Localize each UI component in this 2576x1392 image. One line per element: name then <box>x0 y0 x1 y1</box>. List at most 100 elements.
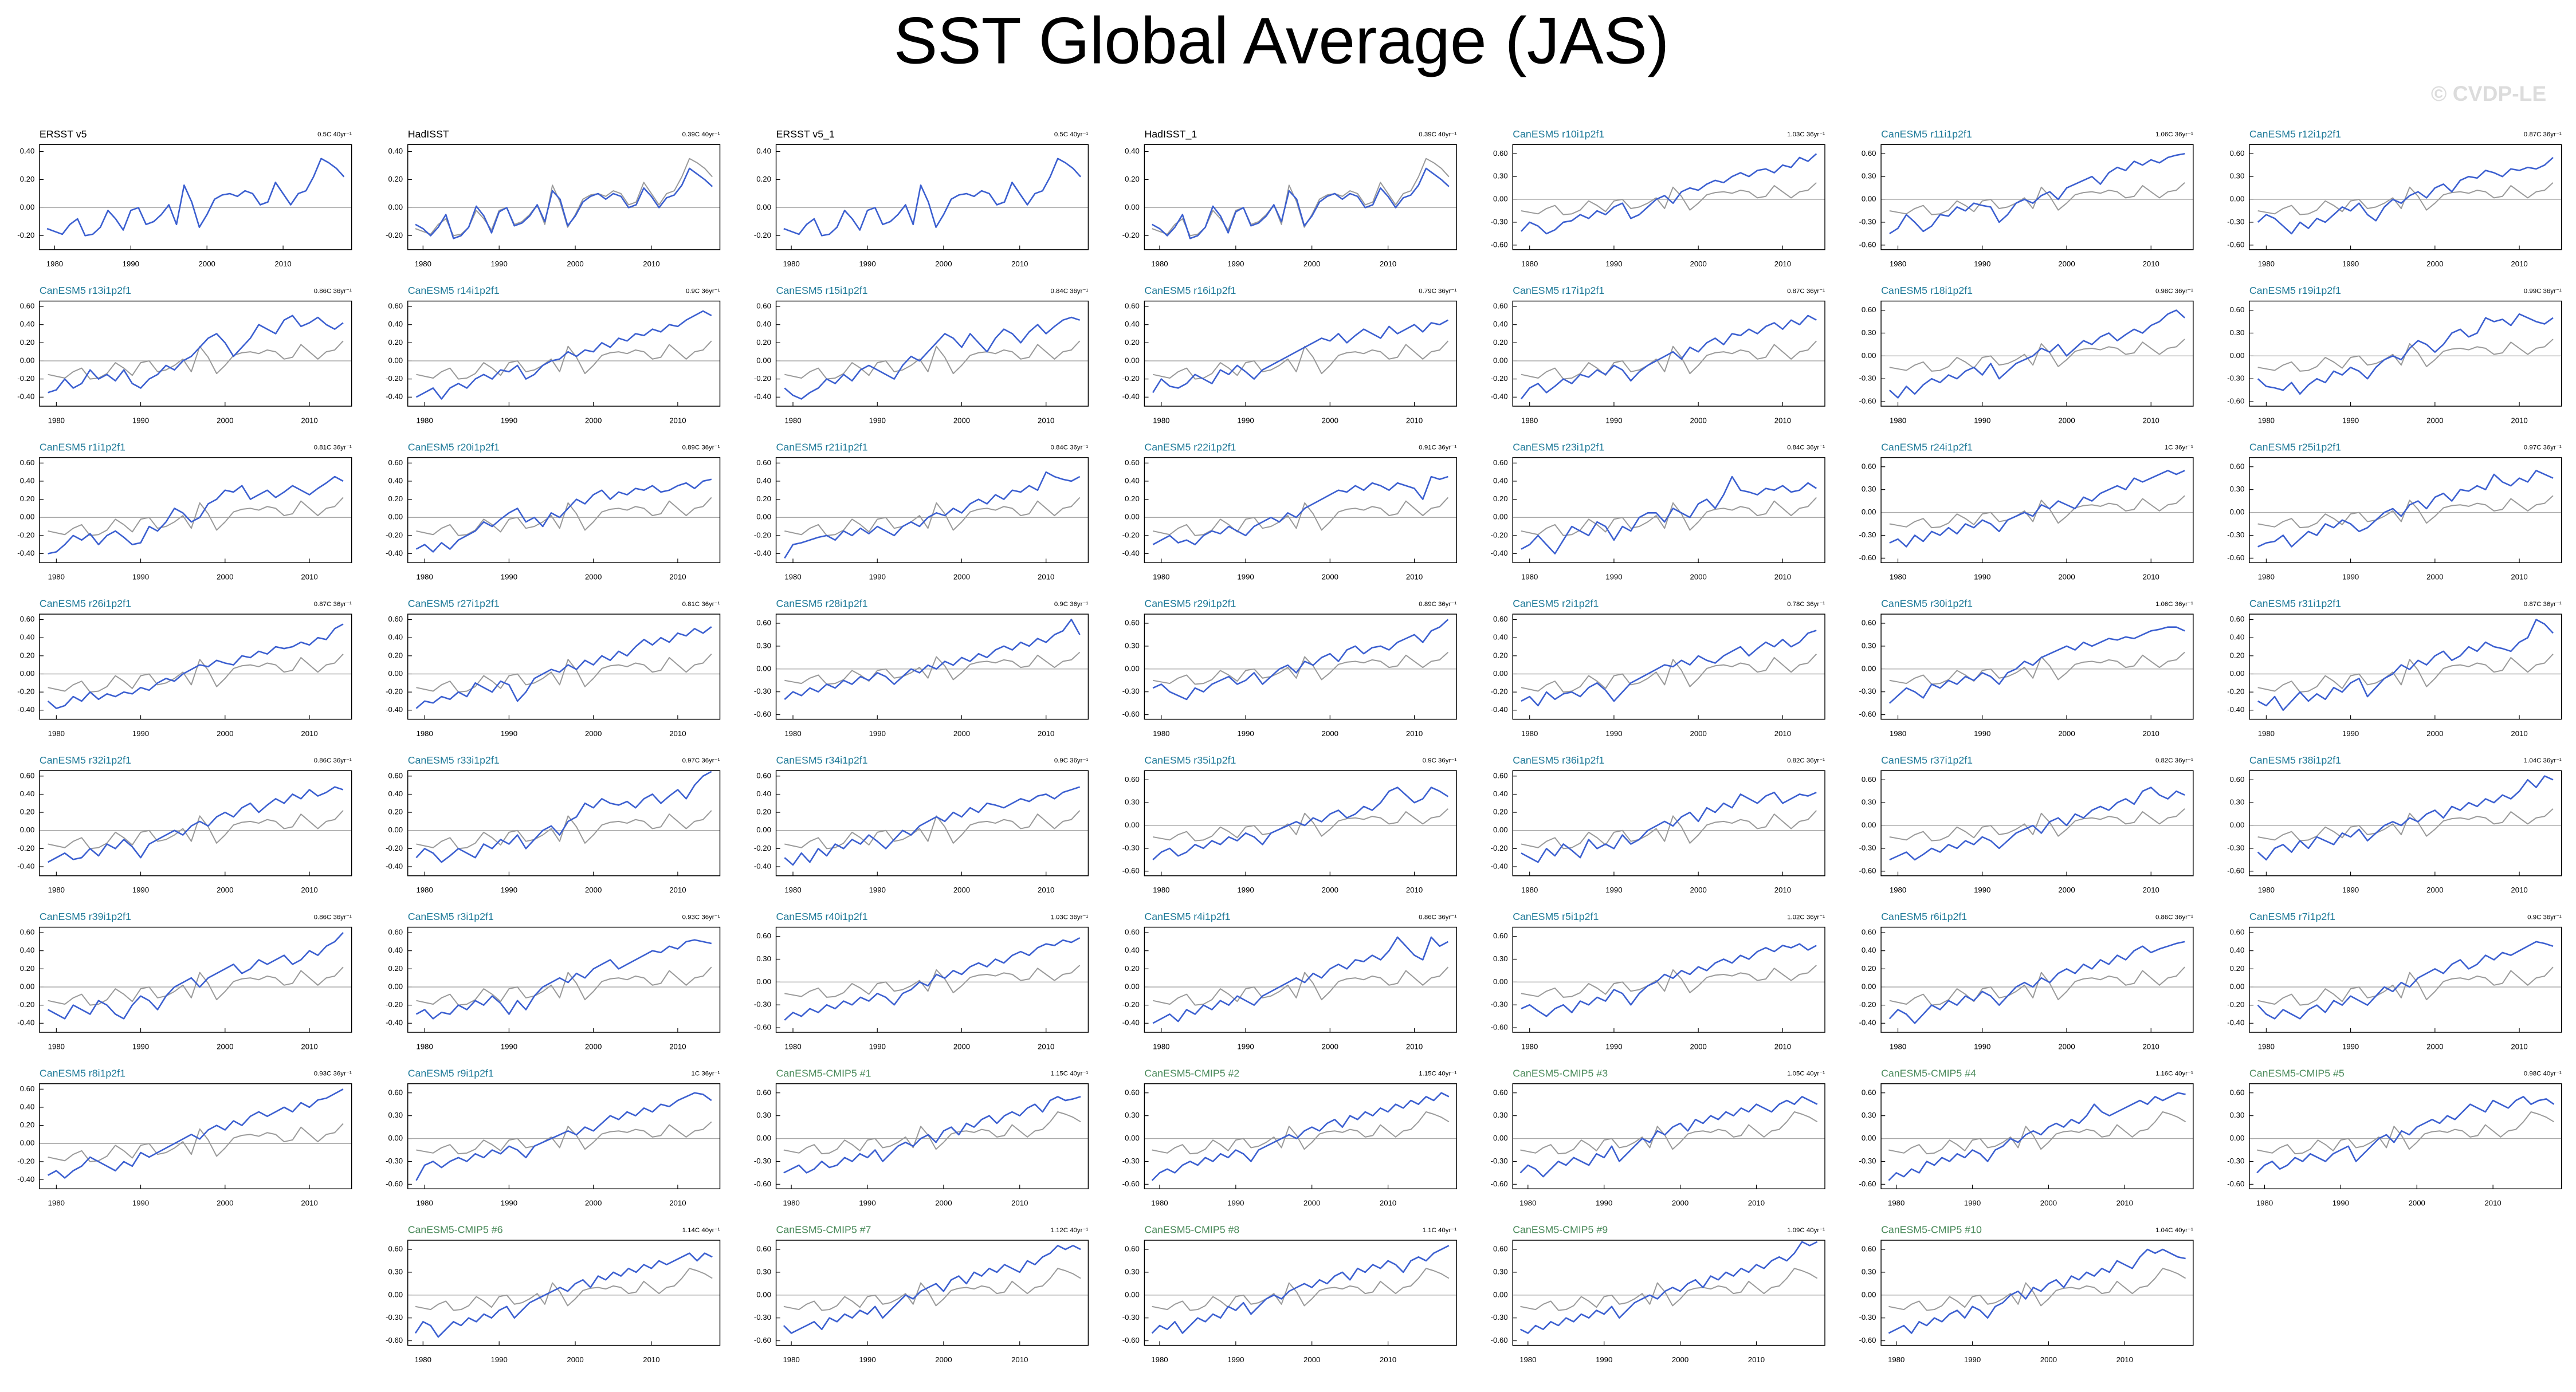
y-tick-label: 0.60 <box>1125 1088 1140 1096</box>
series-line <box>2257 156 2554 235</box>
series-line <box>1888 1248 2186 1334</box>
x-tick-label: 2000 <box>199 259 215 268</box>
x-tick-label: 2000 <box>2040 1199 2057 1208</box>
x-tick-label: 1980 <box>46 259 63 268</box>
y-tick-label: 0.60 <box>1125 458 1140 467</box>
y-tick-label: -0.20 <box>17 1157 34 1165</box>
x-tick-label: 1980 <box>1519 1355 1536 1364</box>
y-tick-label: -0.20 <box>1122 1000 1140 1009</box>
trend-label: 0.79C 36yr⁻¹ <box>1419 288 1456 294</box>
y-tick-label: -0.20 <box>386 530 403 539</box>
trend-label: 0.99C 36yr⁻¹ <box>2524 288 2562 294</box>
plot-frame <box>775 770 1089 876</box>
reference-line <box>784 340 1081 380</box>
y-tick-label: 0.20 <box>388 175 403 183</box>
y-tick-label: 0.00 <box>756 513 771 521</box>
x-tick-label: 2010 <box>1038 729 1054 738</box>
trend-label: 1.1C 40yr⁻¹ <box>1423 1227 1457 1234</box>
y-tick-label: 0.40 <box>388 320 403 328</box>
y-tick-label: 0.40 <box>1493 633 1508 642</box>
y-tick-label: -0.40 <box>386 549 403 557</box>
x-tick-label: 2000 <box>2426 1042 2443 1051</box>
x-tick-label: 1990 <box>1237 1042 1254 1051</box>
y-tick-label: 0.00 <box>388 1134 403 1142</box>
x-tick-label: 1990 <box>1596 1355 1612 1364</box>
x-tick-label: 2010 <box>2511 416 2527 424</box>
watermark: © CVDP-LE <box>2431 81 2546 105</box>
reference-line <box>1521 340 1817 380</box>
x-tick-label: 2000 <box>2409 1199 2425 1208</box>
x-tick-label: 1990 <box>2342 259 2359 268</box>
reference-line <box>1152 1111 1450 1155</box>
y-tick-label: -0.20 <box>1491 374 1508 383</box>
y-tick-label: 0.40 <box>1125 946 1140 954</box>
x-tick-label: 2010 <box>1406 729 1423 738</box>
y-tick-label: 0.00 <box>1125 664 1140 673</box>
y-tick-label: 0.30 <box>2230 172 2245 180</box>
y-tick-label: 0.20 <box>388 651 403 659</box>
reference-line <box>1888 1111 2186 1155</box>
y-tick-label: 0.30 <box>1862 328 1876 337</box>
y-tick-label: 0.00 <box>1493 195 1508 203</box>
plot-frame <box>1144 926 1457 1033</box>
x-tick-label: 2000 <box>953 416 970 424</box>
plot-frame <box>1880 614 2194 720</box>
x-tick-label: 2010 <box>2143 259 2159 268</box>
x-tick-label: 2010 <box>1380 1199 1396 1208</box>
x-tick-label: 2000 <box>953 1042 970 1051</box>
y-tick-label: 0.00 <box>756 1290 771 1299</box>
trend-label: 0.86C 36yr⁻¹ <box>314 288 352 294</box>
y-tick-label: 0.20 <box>20 964 35 973</box>
trend-label: 1C 36yr⁻¹ <box>2165 445 2193 451</box>
y-tick-label: 0.00 <box>1493 669 1508 678</box>
y-tick-label: -0.40 <box>2227 705 2244 714</box>
series-line <box>2257 941 2554 1020</box>
plot-frame <box>2249 770 2562 876</box>
series-line <box>1521 791 1817 863</box>
y-tick-label: 0.60 <box>1862 775 1876 784</box>
panel-title: CanESM5-CMIP5 #6 <box>408 1224 503 1236</box>
trend-label: 0.5C 40yr⁻¹ <box>1054 131 1089 138</box>
y-tick-label: 0.20 <box>1493 338 1508 347</box>
x-tick-label: 1980 <box>2258 416 2275 424</box>
plot-frame <box>1880 1083 2194 1190</box>
series-line <box>1889 153 2185 234</box>
plot-frame <box>1512 1240 1825 1346</box>
y-tick-label: 0.30 <box>1125 798 1140 807</box>
y-tick-label: -0.20 <box>17 844 34 852</box>
y-tick-label: 0.60 <box>1493 1245 1508 1253</box>
y-tick-label: -0.60 <box>2227 1179 2244 1188</box>
x-tick-label: 1990 <box>123 259 139 268</box>
plot-frame <box>39 300 352 407</box>
y-tick-label: 0.40 <box>2230 946 2245 954</box>
x-tick-label: 1980 <box>417 1199 433 1208</box>
x-tick-label: 2000 <box>935 259 952 268</box>
x-tick-label: 1990 <box>859 1355 875 1364</box>
y-tick-label: 0.40 <box>1493 476 1508 485</box>
trend-label: 0.86C 36yr⁻¹ <box>314 757 352 764</box>
panel-title: CanESM5 r4i1p2f1 <box>1144 911 1230 922</box>
y-tick-label: 0.20 <box>1125 494 1140 503</box>
y-tick-label: 0.60 <box>756 458 771 467</box>
series-line <box>1152 619 1449 701</box>
plot-frame <box>775 614 1089 720</box>
reference-line <box>48 340 344 380</box>
y-tick-label: 0.00 <box>20 203 35 211</box>
series-line <box>1888 309 2185 399</box>
y-tick-label: 0.30 <box>2230 485 2245 493</box>
plot-frame <box>1144 300 1457 407</box>
y-tick-label: -0.30 <box>1491 1157 1508 1165</box>
x-tick-label: 1980 <box>783 1355 799 1364</box>
y-tick-label: 0.00 <box>20 982 35 990</box>
trend-label: 0.93C 36yr⁻¹ <box>314 1071 352 1078</box>
trend-label: 0.81C 36yr⁻¹ <box>682 601 720 608</box>
y-tick-label: -0.30 <box>1859 843 1876 852</box>
panel-title: CanESM5 r15i1p2f1 <box>776 285 868 296</box>
y-tick-label: 0.00 <box>1862 351 1876 360</box>
x-tick-label: 1980 <box>417 416 433 424</box>
x-tick-label: 1980 <box>2258 573 2275 581</box>
y-tick-label: 0.60 <box>1125 775 1140 784</box>
panel-title: CanESM5 r33i1p2f1 <box>408 754 500 766</box>
y-tick-label: 0.60 <box>1862 305 1876 314</box>
